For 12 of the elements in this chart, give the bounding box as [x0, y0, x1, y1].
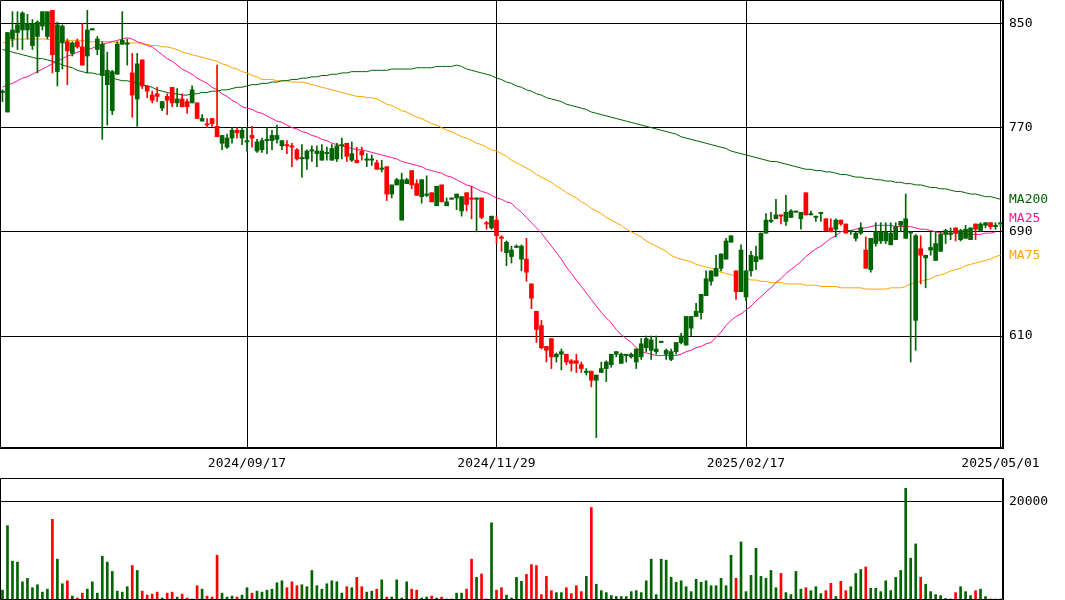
series-label: MA200: [1009, 190, 1049, 206]
series-label: MA75: [1009, 246, 1041, 262]
y-tick-label: 770: [1009, 119, 1033, 134]
x-tick-label: 2024/11/29: [457, 455, 536, 471]
series-label: MA25: [1009, 210, 1041, 226]
x-tick-label: 2025/05/01: [961, 455, 1040, 471]
y-tick-label: 610: [1009, 327, 1033, 343]
y-tick-label: 690: [1009, 223, 1033, 239]
x-tick-label: 2024/09/17: [207, 455, 287, 471]
x-tick-label: 2025/02/17: [706, 455, 786, 471]
y-tick-label: 850: [1009, 14, 1033, 30]
y-tick-label: 20000: [1009, 492, 1049, 508]
